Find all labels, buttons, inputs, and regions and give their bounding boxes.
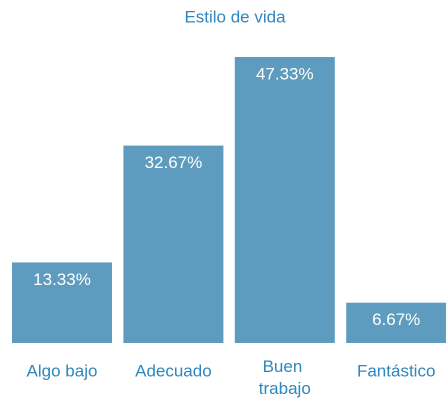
value-label: 13.33% [33, 270, 91, 289]
bar [12, 262, 112, 343]
bar [346, 302, 446, 343]
x-tick-label: Adecuado [135, 361, 212, 380]
value-label: 6.67% [372, 310, 420, 329]
chart-title: Estilo de vida [184, 7, 286, 26]
value-label: 32.67% [145, 153, 203, 172]
bar [123, 145, 224, 343]
x-tick-label: Algo bajo [27, 361, 98, 380]
bar [234, 57, 335, 343]
x-tick-label: Fantástico [357, 361, 435, 380]
x-tick-label: Buen trabajo [259, 357, 311, 398]
value-label: 47.33% [256, 64, 314, 83]
